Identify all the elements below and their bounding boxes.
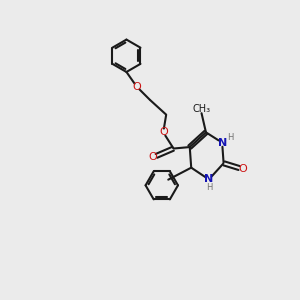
- Text: N: N: [204, 174, 214, 184]
- Text: O: O: [148, 152, 157, 162]
- Text: H: H: [227, 133, 233, 142]
- Text: CH₃: CH₃: [193, 104, 211, 114]
- Text: O: O: [238, 164, 247, 174]
- Text: O: O: [132, 82, 141, 92]
- Text: H: H: [206, 183, 212, 192]
- Text: N: N: [218, 138, 227, 148]
- Text: O: O: [159, 127, 168, 137]
